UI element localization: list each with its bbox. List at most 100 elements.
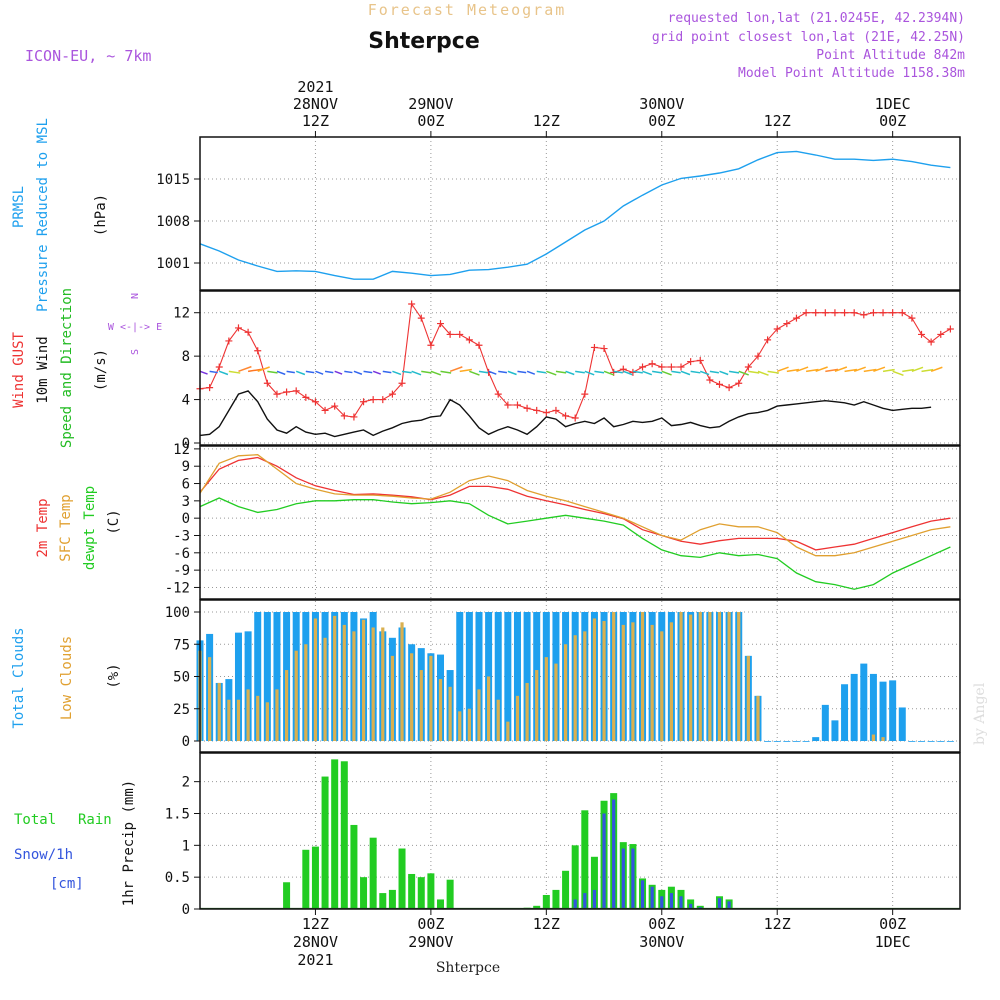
low-clouds-bar (208, 657, 212, 741)
low-clouds-bar (525, 682, 529, 741)
temp-2m-line (199, 456, 951, 551)
wind-gust-marker (360, 398, 368, 406)
low-clouds-bar (544, 657, 548, 741)
total-clouds-bar (244, 631, 252, 741)
wind-gust-marker (494, 390, 502, 398)
wind-direction-arrow (873, 366, 886, 373)
panel-frames (199, 136, 961, 910)
wind-gust-marker (331, 402, 339, 410)
wind-direction-arrow (921, 368, 934, 373)
total-rain-label-b: Rain (78, 812, 112, 828)
wind-gust-marker (754, 352, 762, 360)
wind-direction-arrow (652, 370, 663, 374)
grid-layer (200, 137, 960, 910)
wind-gust-marker (244, 328, 252, 336)
panel-frame-temp (199, 445, 961, 600)
rain-bar (398, 848, 406, 909)
snow-bar (621, 848, 625, 909)
low-clouds-bar (756, 695, 760, 741)
wind-gust-marker (311, 398, 319, 406)
total-clouds-bar (254, 612, 262, 741)
rain-bar (331, 759, 339, 909)
low-clouds-bar (583, 631, 587, 741)
total-clouds-bar (764, 741, 772, 742)
wind-gust-marker (225, 337, 233, 345)
wind-direction-arrow (392, 370, 402, 376)
clouds-y-tick-label: 75 (173, 637, 190, 653)
wind-gust-marker (504, 401, 512, 409)
rain-bar (360, 877, 368, 909)
rain-bar (437, 899, 445, 909)
temp-dewpt-label: dewpt Temp (82, 486, 98, 570)
wind-gust-marker (898, 309, 906, 317)
wind-direction-arrow (748, 370, 760, 374)
point-altitude: Point Altitude 842m (816, 48, 965, 63)
wind-direction-arrow (440, 370, 452, 374)
total-clouds-bar (783, 741, 791, 742)
low-clouds-bar (284, 670, 289, 741)
wind-direction-arrow (507, 370, 517, 376)
wind-direction-arrow (719, 370, 729, 376)
clouds-y-tick-label: 100 (165, 605, 190, 621)
wind-direction-arrow (661, 370, 672, 376)
wind-gust-marker (687, 358, 695, 366)
wind-gust-marker (812, 309, 820, 317)
temp-dewpt-line (199, 497, 951, 590)
low-clouds-bar (506, 721, 510, 741)
low-clouds-bar (361, 619, 366, 741)
temp-y-tick-label: 3 (182, 494, 190, 510)
grid-point-coords: grid point closest lon,lat (21E, 42.25N) (652, 30, 965, 45)
top-time-label-date: 28NOV (293, 95, 338, 113)
low-clouds-bar (323, 637, 327, 741)
top-time-label-hour: 00Z (417, 112, 444, 130)
snow-bar (583, 893, 587, 909)
wind-gust-marker (802, 309, 810, 317)
wind-gust-marker (533, 406, 541, 414)
total-clouds-bar (475, 612, 483, 741)
bottom-location-label: Shterpce (436, 960, 500, 976)
rain-bar (321, 776, 329, 909)
low-clouds-bar (352, 631, 356, 741)
total-clouds-bar (889, 680, 897, 741)
wind-direction-arrow (825, 368, 839, 373)
total-clouds-bar (273, 612, 281, 741)
wind-gust-marker (283, 388, 291, 396)
wind-gust-marker (321, 406, 329, 414)
low-clouds-bar (467, 708, 471, 741)
wind-y-tick-label: 4 (182, 393, 190, 409)
wind-direction-arrow (344, 370, 353, 374)
bottom-time-label-hour: 00Z (417, 915, 444, 933)
low-clouds-bar (477, 689, 481, 741)
low-clouds-bar (227, 699, 231, 741)
low-clouds-bar (265, 702, 269, 741)
plot-layer (196, 150, 960, 910)
compass-south: S (130, 349, 141, 355)
wind-direction-arrow (911, 366, 924, 373)
top-time-label-hour: 12Z (764, 112, 791, 130)
low-clouds-bar (554, 663, 558, 741)
wind-gust-marker (831, 309, 839, 317)
rain-bar (350, 824, 358, 909)
low-clouds-bar (410, 653, 414, 741)
wind-direction-arrow (805, 368, 819, 373)
low-clouds-bar (429, 655, 433, 741)
wind-gust-marker (744, 363, 752, 371)
wind-gust-marker (562, 412, 570, 420)
wind-gust-marker (388, 390, 396, 398)
wind-direction-arrow (623, 370, 633, 376)
wind-direction-arrow (796, 366, 809, 373)
wind-gust-marker (542, 409, 550, 417)
wind-gust-marker (581, 390, 589, 398)
rain-bar (542, 894, 550, 909)
total-clouds-label: Total Clouds (11, 627, 27, 728)
pressure-series-line (199, 150, 951, 280)
wind-direction-arrow (382, 370, 392, 374)
wind-direction-arrow (709, 370, 719, 374)
top-time-label-hour: 12Z (302, 112, 329, 130)
low-clouds-bar (275, 689, 279, 741)
top-time-label-year: 2021 (297, 78, 333, 96)
wind-gust-line (199, 302, 951, 419)
wind-direction-arrow (863, 368, 877, 373)
wind-y-tick-label: 12 (173, 306, 190, 322)
total-rain-label-a: Total (14, 812, 56, 828)
